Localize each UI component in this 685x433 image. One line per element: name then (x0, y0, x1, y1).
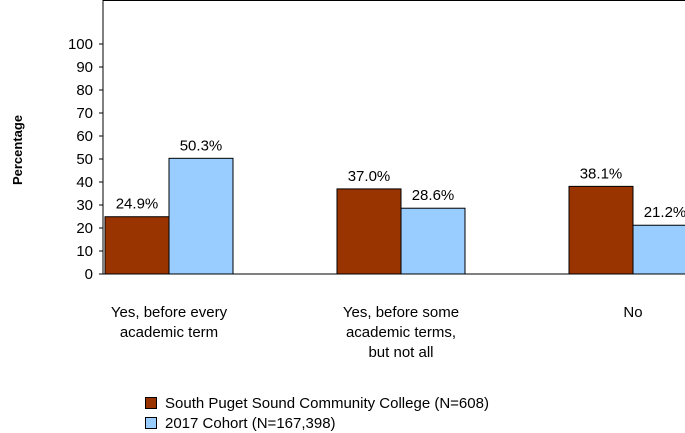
bar-cohort (632, 224, 685, 275)
x-tick-label: academic terms, (346, 324, 456, 341)
y-tick-label: 50 (76, 151, 93, 168)
x-tick-label: Yes, before some (343, 304, 459, 321)
x-tick-label: Yes, before every (111, 304, 228, 321)
y-tick-label: 60 (76, 128, 93, 145)
y-tick-label: 90 (76, 59, 93, 76)
legend-item-cohort: 2017 Cohort (N=167,398) (145, 413, 489, 433)
legend-swatch-cohort (145, 417, 157, 429)
bar-cohort (400, 207, 466, 275)
y-tick-label: 10 (76, 243, 93, 260)
bar-south-puget (568, 185, 634, 275)
data-label: 24.9% (116, 196, 159, 213)
bar-south-puget (336, 188, 402, 275)
legend-item-south-puget: South Puget Sound Community College (N=6… (145, 393, 489, 413)
y-tick-label: 40 (76, 174, 93, 191)
bar-south-puget (104, 216, 170, 275)
x-tick-label: No (623, 304, 642, 321)
legend-label-south-puget: South Puget Sound Community College (N=6… (165, 394, 489, 412)
data-label: 50.3% (180, 137, 223, 154)
x-tick-label: but not all (368, 344, 433, 361)
legend: South Puget Sound Community College (N=6… (145, 393, 489, 433)
data-label: 38.1% (580, 165, 623, 182)
y-tick-label: 80 (76, 82, 93, 99)
data-label: 37.0% (348, 168, 391, 185)
y-tick-label: 20 (76, 220, 93, 237)
legend-swatch-south-puget (145, 397, 157, 409)
y-tick-label: 70 (76, 105, 93, 122)
data-label: 28.6% (412, 187, 455, 204)
y-tick-label: 30 (76, 197, 93, 214)
x-tick-label: academic term (120, 324, 218, 341)
y-tick-label: 100 (68, 36, 93, 53)
y-tick-label: 0 (85, 266, 93, 283)
y-axis-title: Percentage (10, 115, 25, 185)
bar-cohort (168, 157, 234, 275)
legend-label-cohort: 2017 Cohort (N=167,398) (165, 414, 336, 432)
data-label: 21.2% (644, 204, 685, 221)
plot-area: 0 10 20 30 40 50 60 70 80 90 100 24.9% 50.3% Yes, bef… (68, 0, 685, 361)
